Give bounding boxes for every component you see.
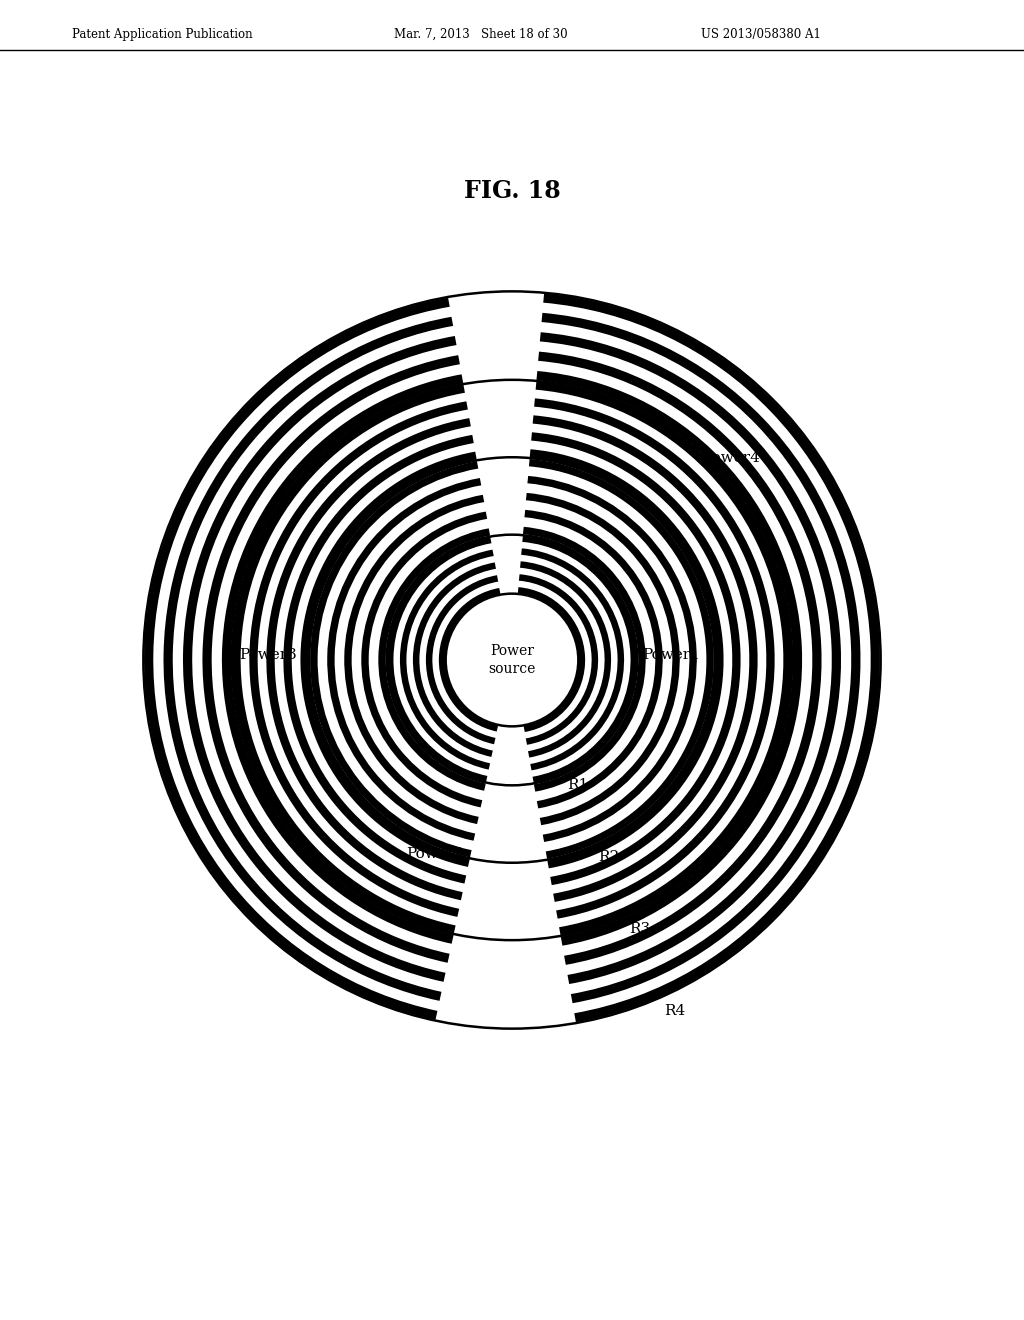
Text: FIG. 18: FIG. 18	[464, 180, 560, 203]
Text: Patent Application Publication: Patent Application Publication	[72, 28, 252, 41]
Text: R1: R1	[567, 779, 589, 792]
Text: R3: R3	[629, 921, 650, 936]
Text: R2: R2	[598, 850, 620, 865]
Text: R4: R4	[665, 1003, 686, 1018]
Text: Power
source: Power source	[488, 644, 536, 676]
Text: US 2013/058380 A1: US 2013/058380 A1	[701, 28, 821, 41]
Text: Power3: Power3	[240, 648, 297, 661]
Text: Mar. 7, 2013   Sheet 18 of 30: Mar. 7, 2013 Sheet 18 of 30	[394, 28, 568, 41]
Text: Power1: Power1	[642, 648, 700, 661]
Text: Power4: Power4	[702, 451, 761, 465]
Text: Power2: Power2	[407, 846, 464, 861]
